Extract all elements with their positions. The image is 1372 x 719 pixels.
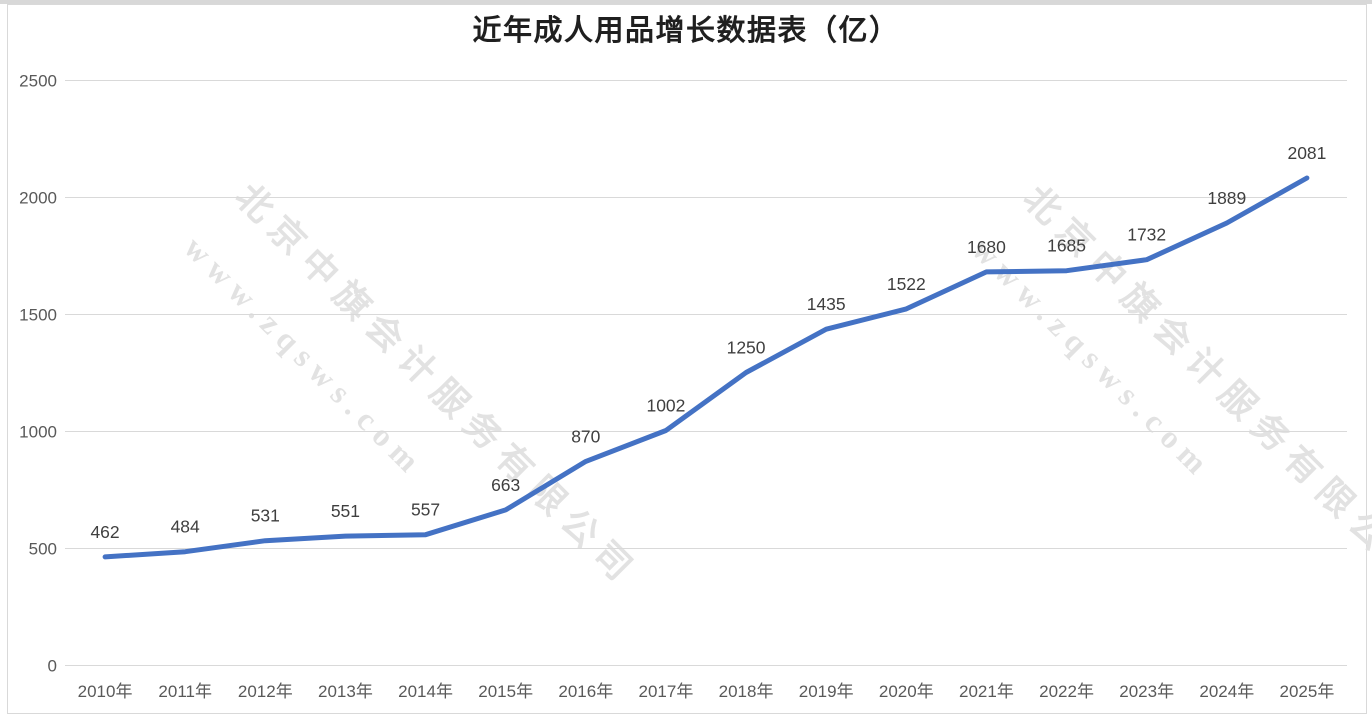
data-point-label: 1685 — [1047, 236, 1086, 256]
top-edge-strip — [0, 0, 1372, 4]
data-point-label: 1889 — [1207, 188, 1246, 208]
data-point-label: 551 — [331, 501, 360, 521]
y-axis-tick-label: 1000 — [19, 423, 57, 442]
data-point-label: 484 — [171, 517, 200, 537]
x-axis-tick-label: 2018年 — [719, 682, 774, 701]
x-axis-tick-label: 2015年 — [478, 682, 533, 701]
data-point-label: 870 — [571, 426, 600, 446]
data-series-line — [102, 175, 1310, 560]
y-axis-tick-label: 500 — [29, 540, 57, 559]
y-axis-tick-label: 0 — [48, 657, 57, 676]
y-axis-tick-label: 2000 — [19, 189, 57, 208]
y-axis-tick-label: 2500 — [19, 72, 57, 91]
x-axis-tick-label: 2012年 — [238, 682, 293, 701]
x-axis-tick-label: 2023年 — [1119, 682, 1174, 701]
data-point-label: 1250 — [727, 338, 766, 358]
data-point-label: 1680 — [967, 237, 1006, 257]
data-point-label: 1522 — [887, 274, 926, 294]
data-point-label: 557 — [411, 500, 440, 520]
chart-frame — [7, 4, 1367, 714]
x-axis-tick-label: 2022年 — [1039, 682, 1094, 701]
x-axis-tick-label: 2025年 — [1280, 682, 1335, 701]
data-point-label: 1002 — [646, 396, 685, 416]
x-axis-tick-label: 2011年 — [158, 682, 212, 701]
x-axis-tick-label: 2021年 — [959, 682, 1014, 701]
x-axis-tick-label: 2010年 — [78, 682, 133, 701]
data-point-label: 2081 — [1287, 143, 1326, 163]
x-axis-tick-label: 2016年 — [558, 682, 613, 701]
x-axis-tick-label: 2019年 — [799, 682, 854, 701]
x-axis-tick-label: 2017年 — [639, 682, 694, 701]
x-axis-tick-label: 2014年 — [398, 682, 453, 701]
data-point-label: 462 — [90, 522, 119, 542]
x-axis-tick-label: 2020年 — [879, 682, 934, 701]
chart-title: 近年成人用品增长数据表（亿） — [472, 15, 900, 47]
x-axis-tick-label: 2024年 — [1199, 682, 1254, 701]
data-point-label: 663 — [491, 475, 520, 495]
y-axis-tick-label: 1500 — [19, 306, 57, 325]
data-point-label: 531 — [251, 506, 280, 526]
data-point-label: 1435 — [807, 294, 846, 314]
data-point-label: 1732 — [1127, 225, 1166, 245]
x-axis-tick-label: 2013年 — [318, 682, 373, 701]
